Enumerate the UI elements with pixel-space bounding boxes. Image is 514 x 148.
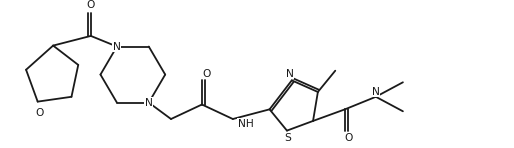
Text: N: N	[113, 42, 121, 52]
Text: O: O	[203, 69, 211, 79]
Text: O: O	[87, 0, 95, 10]
Text: S: S	[284, 133, 291, 143]
Text: N: N	[145, 98, 153, 108]
Text: NH: NH	[237, 119, 253, 129]
Text: O: O	[344, 133, 353, 143]
Text: N: N	[286, 69, 294, 79]
Text: O: O	[35, 108, 44, 118]
Text: N: N	[372, 87, 380, 97]
